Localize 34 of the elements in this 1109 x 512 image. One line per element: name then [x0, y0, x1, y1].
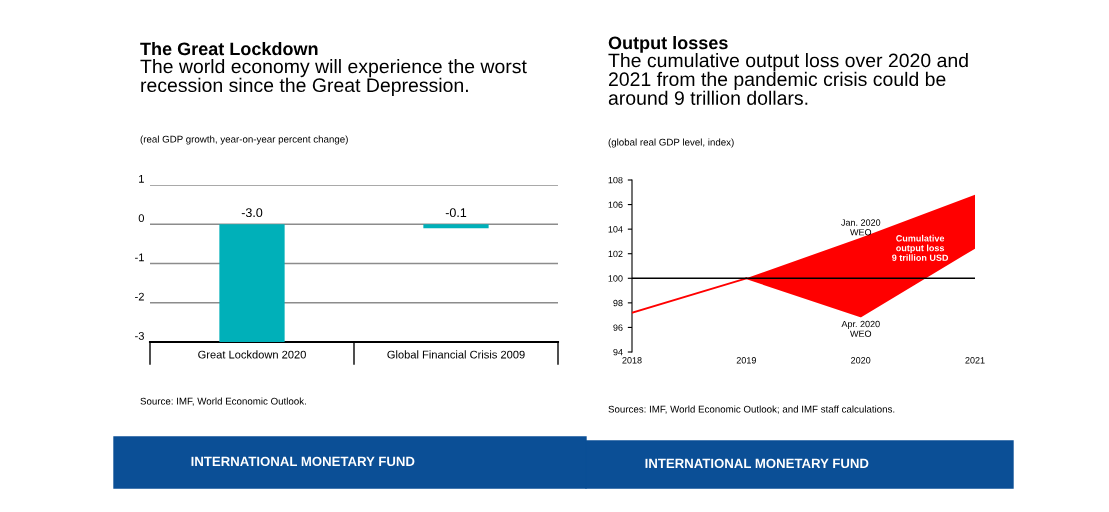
source-note: Source: IMF, World Economic Outlook. [140, 397, 306, 406]
chart-subtitle: The world economy will experience the worst recession since the Great Depression. [140, 59, 527, 96]
x-tick-label: 2020 [851, 357, 871, 364]
y-tick-label: 1 [139, 175, 144, 183]
x-tick-label: Global Financial Crisis 2009 [387, 350, 525, 359]
chart-subtitle: The cumulative output loss over 2020 and 2021 from the pandemic crisis could be around 9 trillion dollars. [608, 53, 968, 105]
annotation: Cumulative output loss 9 trillion USD [892, 234, 949, 261]
y-tick-label: 106 [608, 201, 623, 208]
source-note: Sources: IMF, World Economic Outlook; and IMF staff calculations. [608, 405, 895, 414]
y-tick-label: -2 [135, 292, 144, 301]
x-tick-label: 2019 [736, 357, 756, 364]
y-tick-label: 100 [608, 275, 623, 282]
y-tick-label: -1 [135, 253, 144, 262]
y-tick-label: 104 [608, 226, 623, 233]
y-tick-label: 0 [138, 214, 145, 223]
text: INTERNATIONAL MONETARY FUND [645, 458, 869, 469]
chart-title: The Great Lockdown [140, 42, 318, 56]
y-tick-label: 108 [608, 176, 623, 184]
data-label: -3.0 [241, 208, 263, 218]
x-tick-label: Great Lockdown 2020 [198, 350, 306, 359]
y-tick-label: 94 [613, 348, 623, 356]
y-tick-label: 98 [613, 299, 623, 307]
annotation: Jan. 2020 WEO [841, 219, 881, 236]
x-tick-label: 2021 [965, 357, 985, 364]
chart-title: Output losses [608, 36, 728, 53]
data-label: -0.1 [445, 208, 467, 218]
y-tick-label: 96 [613, 324, 623, 331]
x-tick-label: 2018 [622, 357, 642, 364]
annotation: Apr. 2020 WEO [841, 320, 880, 337]
text: INTERNATIONAL MONETARY FUND [191, 456, 415, 467]
y-axis-title: (global real GDP level, index) [608, 138, 734, 148]
y-tick-label: 102 [608, 250, 623, 258]
y-axis-title: (real GDP growth, year-on-year percent change) [140, 135, 348, 145]
y-tick-label: -3 [135, 331, 144, 340]
